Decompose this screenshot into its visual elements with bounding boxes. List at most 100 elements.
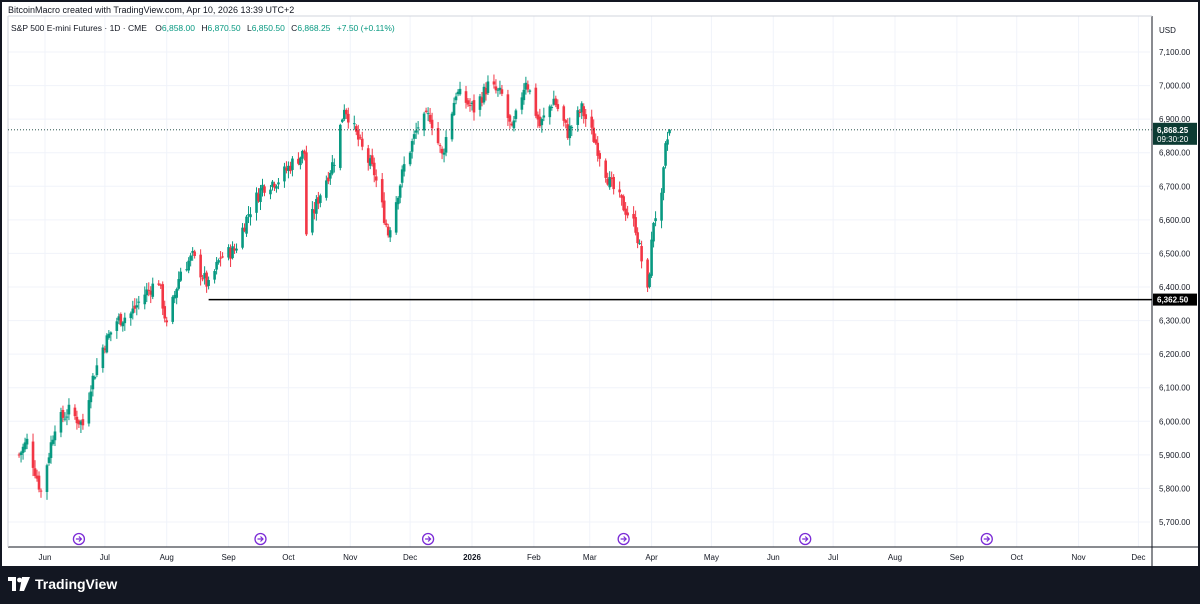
time-tick-label: Dec: [1131, 553, 1145, 562]
time-tick-label: Nov: [343, 553, 357, 562]
candle-body: [21, 446, 25, 453]
candle-body: [145, 289, 149, 296]
candle-body: [510, 123, 514, 126]
candle-body: [654, 218, 657, 222]
candle-body: [492, 81, 496, 85]
candle-body: [303, 150, 306, 154]
candle-body: [344, 109, 348, 115]
candle-body: [414, 130, 418, 133]
candle-body: [51, 439, 55, 444]
candle-body: [33, 468, 37, 476]
candle-body: [109, 332, 113, 335]
candle-body: [81, 419, 85, 426]
candle-body: [470, 102, 474, 105]
time-tick-label: Aug: [888, 553, 902, 562]
candle-body: [275, 186, 278, 189]
candle-body: [199, 254, 202, 278]
price-tick-label: 6,300.00: [1159, 317, 1191, 326]
candle-body: [436, 128, 440, 144]
chart-canvas[interactable]: 5,700.00 5,800.00 5,900.00 6,000.00 6,100.00…: [2, 2, 1198, 566]
candle-body: [23, 442, 27, 450]
candle-body: [464, 91, 468, 103]
price-axis-bg[interactable]: [1152, 16, 1198, 547]
candle-body: [273, 183, 276, 188]
candle-body: [317, 197, 320, 204]
candle-body: [526, 84, 530, 90]
candle-body: [137, 301, 141, 303]
candle-body: [149, 290, 153, 295]
candle-body: [538, 116, 542, 127]
tradingview-brand[interactable]: TradingView: [8, 576, 117, 592]
candle-body: [342, 109, 346, 120]
candle-body: [93, 377, 97, 379]
candle-body: [115, 321, 119, 331]
time-tick-label: Jul: [828, 553, 838, 562]
open-value: 6,858.00: [161, 23, 195, 33]
candle-body: [285, 167, 288, 171]
candle-body: [484, 88, 488, 95]
price-tick-label: 6,700.00: [1159, 182, 1191, 191]
candle-body: [536, 114, 540, 120]
symbol-title[interactable]: S&P 500 E-mini Futures · 1D · CME: [11, 23, 147, 33]
price-tick-label: 6,200.00: [1159, 350, 1191, 359]
candle-body: [352, 123, 356, 125]
candle-body: [596, 142, 600, 156]
candle-body: [396, 197, 400, 205]
time-tick-label: May: [704, 553, 719, 562]
candle-body: [486, 81, 490, 93]
time-tick-label: Nov: [1071, 553, 1085, 562]
candle-body: [213, 271, 216, 280]
candle-body: [255, 192, 258, 213]
candle-body: [171, 296, 175, 322]
candle-body: [368, 158, 372, 166]
candle-body: [524, 82, 528, 90]
footer-bar: TradingView: [0, 566, 1200, 604]
candle-body: [37, 475, 41, 490]
chart-frame: 5,700.00 5,800.00 5,900.00 6,000.00 6,100.00…: [2, 2, 1198, 566]
candle-body: [119, 314, 123, 326]
candle-body: [454, 96, 458, 101]
candle-body: [552, 98, 556, 105]
high-label: H: [201, 23, 208, 33]
candle-body: [548, 106, 552, 118]
price-tick-label: 6,900.00: [1159, 115, 1191, 124]
candle-body: [568, 125, 572, 139]
candle-body: [133, 305, 137, 309]
candle-body: [366, 148, 370, 163]
candle-body: [25, 438, 29, 445]
candle-body: [388, 230, 392, 238]
candle-body: [410, 141, 414, 152]
candle-body: [584, 114, 588, 119]
candle-body: [450, 113, 454, 140]
candle-body: [582, 106, 586, 117]
candle-body: [101, 347, 105, 369]
candle-body: [604, 160, 607, 178]
candle-body: [129, 313, 133, 319]
candle-body: [606, 178, 609, 185]
candle-body: [592, 127, 596, 142]
candle-body: [49, 442, 53, 458]
candle-body: [468, 105, 472, 107]
price-tick-label: 6,000.00: [1159, 417, 1191, 426]
candle-body: [87, 400, 91, 424]
candle-body: [668, 129, 671, 134]
candle-body: [442, 152, 446, 155]
candle-body: [346, 113, 350, 123]
candle-body: [277, 182, 280, 185]
candle-body: [59, 412, 63, 433]
close-value: 6,868.25: [297, 23, 331, 33]
time-tick-label: Feb: [527, 553, 541, 562]
open-label: O: [155, 23, 162, 33]
candle-body: [478, 96, 482, 110]
candle-body: [107, 334, 111, 338]
candle-body: [636, 232, 639, 244]
candle-body: [394, 202, 398, 233]
candle-body: [556, 104, 560, 109]
candle-body: [562, 106, 566, 121]
candle-body: [305, 152, 308, 235]
candle-body: [217, 260, 220, 263]
candle-body: [650, 239, 653, 276]
candle-body: [646, 259, 649, 288]
candle-body: [610, 177, 613, 180]
candle-body: [151, 283, 155, 297]
